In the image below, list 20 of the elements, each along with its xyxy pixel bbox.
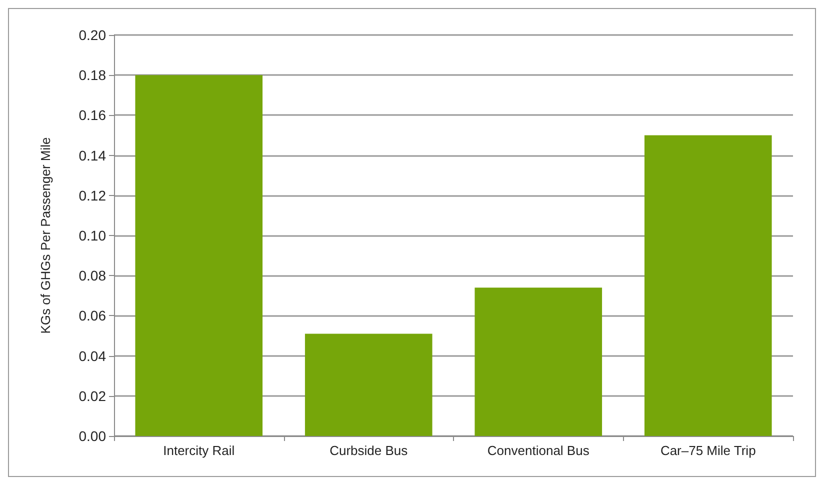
- y-tick-label: 0.16: [78, 107, 106, 124]
- y-tick-label: 0.10: [78, 228, 106, 244]
- y-tick-label: 0.04: [78, 348, 106, 364]
- y-tick-label: 0.12: [78, 187, 106, 204]
- y-tick-label: 0.02: [78, 388, 106, 404]
- bar: [135, 75, 263, 436]
- y-tick-label: 0.18: [78, 67, 106, 84]
- y-tick-label: 0.00: [78, 428, 106, 444]
- x-tick-label: Curbside Bus: [330, 443, 408, 458]
- bar: [474, 288, 602, 436]
- bar: [304, 334, 432, 436]
- y-axis-title: KGs of GHGs Per Passenger Mile: [38, 137, 53, 334]
- y-tick-label: 0.14: [78, 147, 106, 164]
- x-tick-label: Intercity Rail: [163, 443, 235, 458]
- y-tick-label: 0.08: [78, 268, 106, 284]
- x-tick-label: Conventional Bus: [487, 443, 590, 458]
- y-tick-label: 0.06: [78, 308, 106, 324]
- x-tick-label: Car–75 Mile Trip: [660, 443, 756, 458]
- y-tick-label: 0.20: [78, 27, 106, 43]
- bar: [644, 135, 772, 436]
